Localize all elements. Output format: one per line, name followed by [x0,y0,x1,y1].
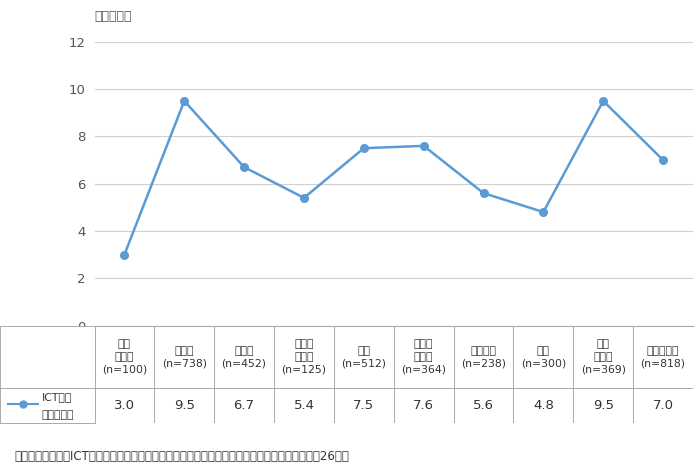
Text: 7.0: 7.0 [652,399,673,412]
Text: 製造業
(n=738): 製造業 (n=738) [162,345,206,368]
Text: 金融・
保険業
(n=364): 金融・ 保険業 (n=364) [401,339,446,374]
Text: 6.7: 6.7 [234,399,255,412]
Text: （出典）総務省「ICTによる経済成長加速に向けた課題と解決方法に関する調査研究」　（平成26年）: （出典）総務省「ICTによる経済成長加速に向けた課題と解決方法に関する調査研究」… [14,450,349,463]
Text: 4.8: 4.8 [533,399,554,412]
Text: 5.6: 5.6 [473,399,494,412]
Text: 情報
通信業
(n=369): 情報 通信業 (n=369) [581,339,626,374]
Text: 5.4: 5.4 [293,399,314,412]
Text: ICT化の: ICT化の [41,392,72,402]
Text: （スコア）: （スコア） [94,10,132,23]
Text: 農林
水産業
(n=100): 農林 水産業 (n=100) [102,339,147,374]
Text: サービス業
(n=818): サービス業 (n=818) [640,345,685,368]
Text: 電力・
ガス等
(n=125): 電力・ ガス等 (n=125) [281,339,326,374]
Text: 7.5: 7.5 [354,399,374,412]
Text: 運輸
(n=300): 運輸 (n=300) [521,345,566,368]
Text: 7.6: 7.6 [413,399,434,412]
Text: 9.5: 9.5 [174,399,195,412]
Text: 3.0: 3.0 [114,399,135,412]
Text: 建設業
(n=452): 建設業 (n=452) [222,345,267,368]
Text: 商業
(n=512): 商業 (n=512) [342,345,386,368]
Text: 不動産業
(n=238): 不動産業 (n=238) [461,345,506,368]
Text: 9.5: 9.5 [593,399,614,412]
Text: 進展スコア: 進展スコア [41,410,74,420]
